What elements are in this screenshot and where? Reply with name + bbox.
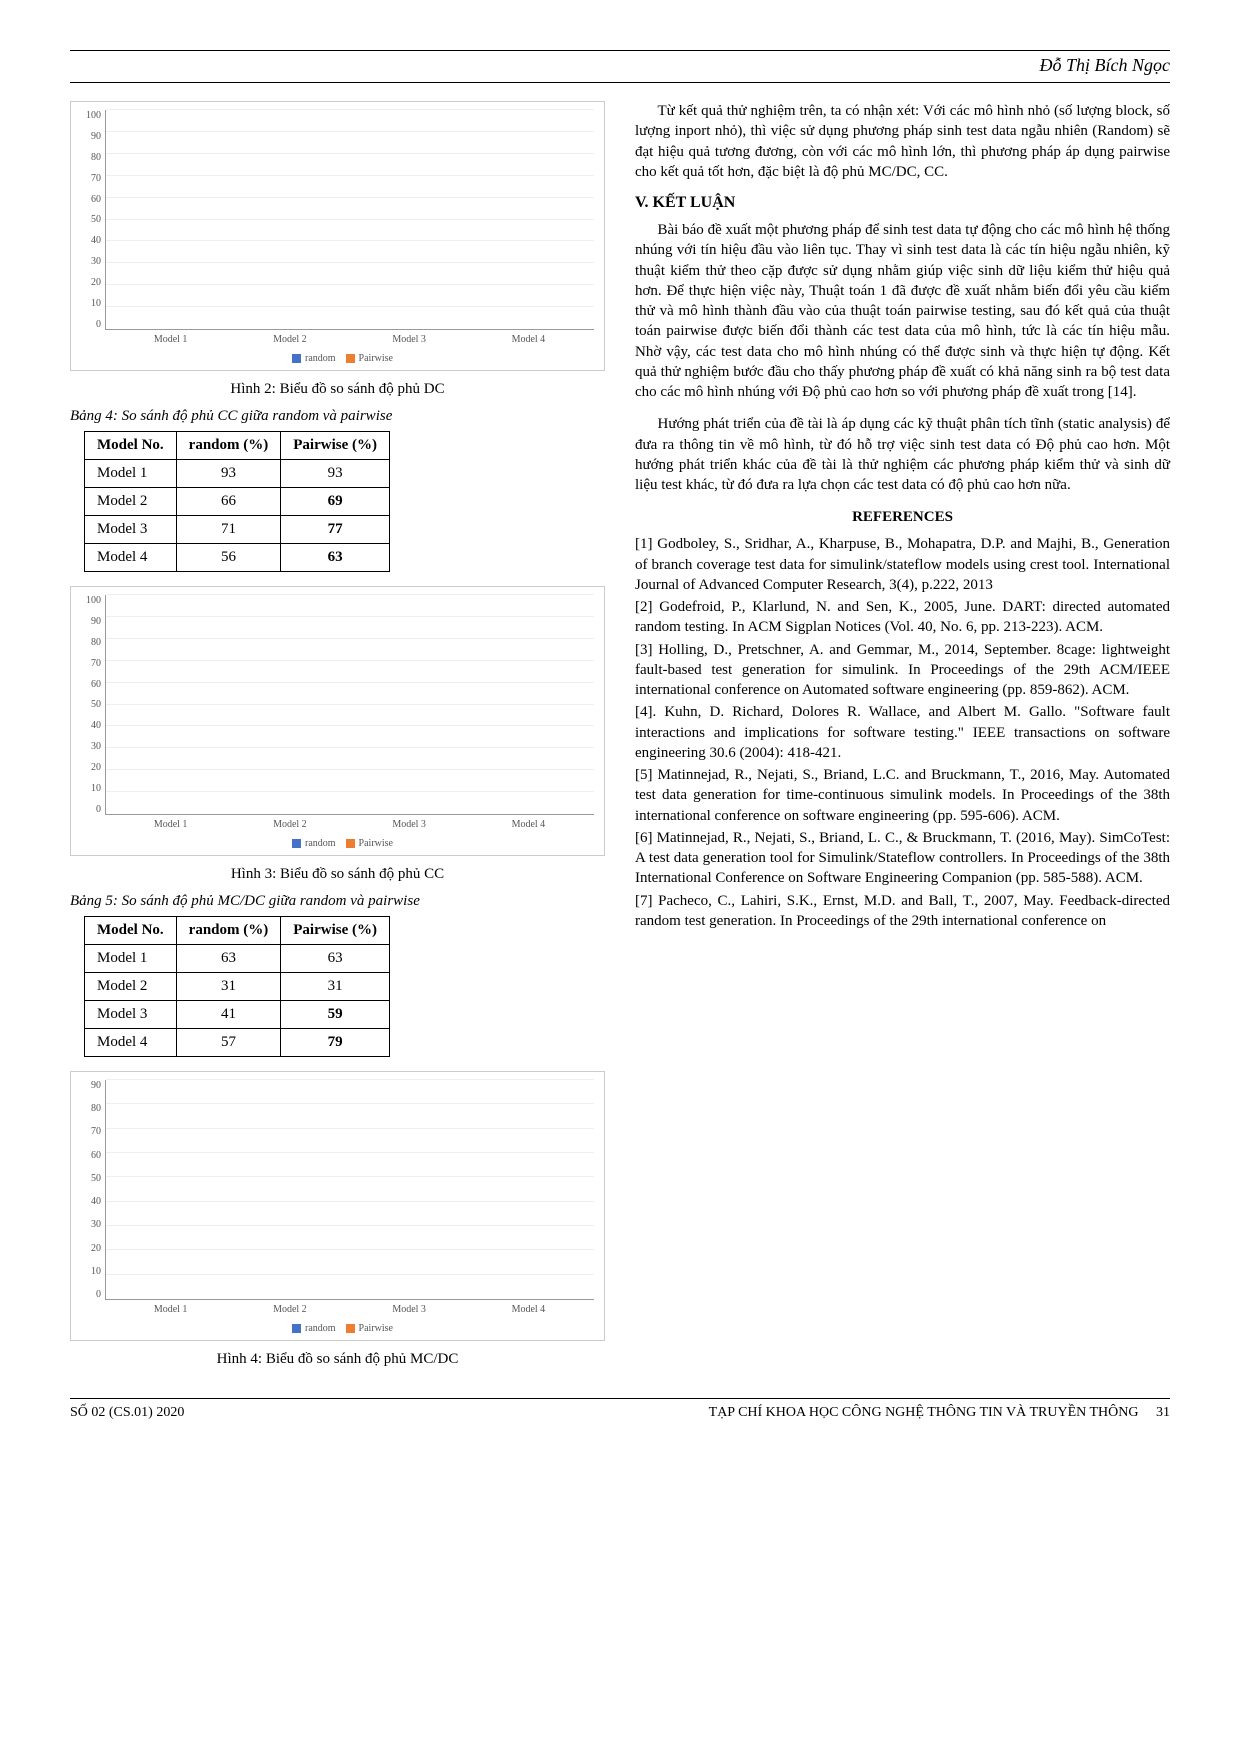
table-header-cell: Pairwise (%) xyxy=(281,432,390,460)
reference-item: [1] Godboley, S., Sridhar, A., Kharpuse,… xyxy=(635,534,1170,595)
paragraph-intro: Từ kết quả thử nghiệm trên, ta có nhận x… xyxy=(635,101,1170,182)
table-cell: 63 xyxy=(281,544,390,572)
table-row: Model 19393 xyxy=(85,460,390,488)
table-row: Model 16363 xyxy=(85,945,390,973)
page-footer: SỐ 02 (CS.01) 2020 TẠP CHÍ KHOA HỌC CÔNG… xyxy=(70,1398,1170,1421)
chart-cc-caption: Hình 3: Biểu đồ so sánh độ phủ CC xyxy=(70,866,605,883)
table-cell: 77 xyxy=(281,516,390,544)
table-cell: Model 1 xyxy=(85,945,177,973)
references-title: REFERENCES xyxy=(635,509,1170,526)
legend-label: Pairwise xyxy=(359,1323,393,1334)
reference-item: [3] Holling, D., Pretschner, A. and Gemm… xyxy=(635,640,1170,701)
table-row: Model 45663 xyxy=(85,544,390,572)
table4: Model No.random (%)Pairwise (%)Model 193… xyxy=(84,431,390,572)
chart-legend: random Pairwise xyxy=(81,1323,594,1334)
plot-area xyxy=(105,110,594,330)
chart-mcdc-caption: Hình 4: Biểu đồ so sánh độ phủ MC/DC xyxy=(70,1351,605,1368)
chart-cc: 0102030405060708090100Model 1Model 2Mode… xyxy=(70,586,605,856)
footer-right: TẠP CHÍ KHOA HỌC CÔNG NGHỆ THÔNG TIN VÀ … xyxy=(709,1405,1170,1421)
legend-swatch xyxy=(346,1324,355,1333)
plot-area xyxy=(105,595,594,815)
table-cell: 63 xyxy=(281,945,390,973)
reference-item: [7] Pacheco, C., Lahiri, S.K., Ernst, M.… xyxy=(635,891,1170,932)
table-cell: Model 1 xyxy=(85,460,177,488)
y-axis: 0102030405060708090100 xyxy=(81,110,105,330)
reference-item: [4]. Kuhn, D. Richard, Dolores R. Wallac… xyxy=(635,702,1170,763)
table-header-cell: random (%) xyxy=(176,917,281,945)
table-cell: 63 xyxy=(176,945,281,973)
legend-label: random xyxy=(305,1323,336,1334)
table-header-cell: Model No. xyxy=(85,917,177,945)
table-cell: 66 xyxy=(176,488,281,516)
table-cell: Model 2 xyxy=(85,973,177,1001)
left-column: 0102030405060708090100Model 1Model 2Mode… xyxy=(70,101,605,1378)
chart-dc-caption: Hình 2: Biểu đồ so sánh độ phủ DC xyxy=(70,381,605,398)
table-cell: Model 4 xyxy=(85,1029,177,1057)
table-cell: 59 xyxy=(281,1001,390,1029)
chart-dc: 0102030405060708090100Model 1Model 2Mode… xyxy=(70,101,605,371)
footer-page-number: 31 xyxy=(1156,1405,1170,1420)
chart-mcdc: 0102030405060708090Model 1Model 2Model 3… xyxy=(70,1071,605,1341)
legend-label: random xyxy=(305,353,336,364)
page-header-author: Đỗ Thị Bích Ngọc xyxy=(70,55,1170,82)
footer-issue: SỐ 02 (CS.01) 2020 xyxy=(70,1405,184,1421)
legend-swatch xyxy=(346,839,355,848)
paragraph-conclusion-1: Bài báo đề xuất một phương pháp để sinh … xyxy=(635,220,1170,402)
legend-label: random xyxy=(305,838,336,849)
reference-item: [5] Matinnejad, R., Nejati, S., Briand, … xyxy=(635,765,1170,826)
right-column: Từ kết quả thử nghiệm trên, ta có nhận x… xyxy=(635,101,1170,1378)
chart-legend: random Pairwise xyxy=(81,838,594,849)
table-header-cell: random (%) xyxy=(176,432,281,460)
y-axis: 0102030405060708090100 xyxy=(81,595,105,815)
table-cell: 71 xyxy=(176,516,281,544)
table-cell: 57 xyxy=(176,1029,281,1057)
legend-swatch xyxy=(346,354,355,363)
table-row: Model 34159 xyxy=(85,1001,390,1029)
table-cell: 31 xyxy=(281,973,390,1001)
table-header-cell: Model No. xyxy=(85,432,177,460)
x-axis-labels: Model 1Model 2Model 3Model 4 xyxy=(105,815,594,830)
legend-swatch xyxy=(292,1324,301,1333)
x-axis-labels: Model 1Model 2Model 3Model 4 xyxy=(105,330,594,345)
table-cell: 69 xyxy=(281,488,390,516)
two-column-layout: 0102030405060708090100Model 1Model 2Mode… xyxy=(70,101,1170,1378)
table-row: Model 37177 xyxy=(85,516,390,544)
reference-item: [6] Matinnejad, R., Nejati, S., Briand, … xyxy=(635,828,1170,889)
table5: Model No.random (%)Pairwise (%)Model 163… xyxy=(84,916,390,1057)
table-cell: 56 xyxy=(176,544,281,572)
table-cell: 93 xyxy=(281,460,390,488)
table-cell: 31 xyxy=(176,973,281,1001)
x-axis-labels: Model 1Model 2Model 3Model 4 xyxy=(105,1300,594,1315)
table-cell: Model 3 xyxy=(85,1001,177,1029)
table-header-cell: Pairwise (%) xyxy=(281,917,390,945)
table-cell: 41 xyxy=(176,1001,281,1029)
plot-area xyxy=(105,1080,594,1300)
table-cell: 79 xyxy=(281,1029,390,1057)
table-cell: Model 3 xyxy=(85,516,177,544)
table-row: Model 45779 xyxy=(85,1029,390,1057)
legend-swatch xyxy=(292,839,301,848)
table-cell: Model 4 xyxy=(85,544,177,572)
legend-label: Pairwise xyxy=(359,838,393,849)
section-conclusion-title: V. KẾT LUẬN xyxy=(635,194,1170,212)
table-row: Model 23131 xyxy=(85,973,390,1001)
footer-journal: TẠP CHÍ KHOA HỌC CÔNG NGHỆ THÔNG TIN VÀ … xyxy=(709,1405,1139,1420)
table-cell: 93 xyxy=(176,460,281,488)
table-cell: Model 2 xyxy=(85,488,177,516)
table4-caption: Bảng 4: So sánh độ phủ CC giữa random và… xyxy=(70,408,605,425)
table-row: Model 26669 xyxy=(85,488,390,516)
paragraph-conclusion-2: Hướng phát triển của đề tài là áp dụng c… xyxy=(635,414,1170,495)
references-list: [1] Godboley, S., Sridhar, A., Kharpuse,… xyxy=(635,534,1170,931)
chart-legend: random Pairwise xyxy=(81,353,594,364)
legend-swatch xyxy=(292,354,301,363)
legend-label: Pairwise xyxy=(359,353,393,364)
table5-caption: Bảng 5: So sánh độ phủ MC/DC giữa random… xyxy=(70,893,605,910)
y-axis: 0102030405060708090 xyxy=(81,1080,105,1300)
reference-item: [2] Godefroid, P., Klarlund, N. and Sen,… xyxy=(635,597,1170,638)
